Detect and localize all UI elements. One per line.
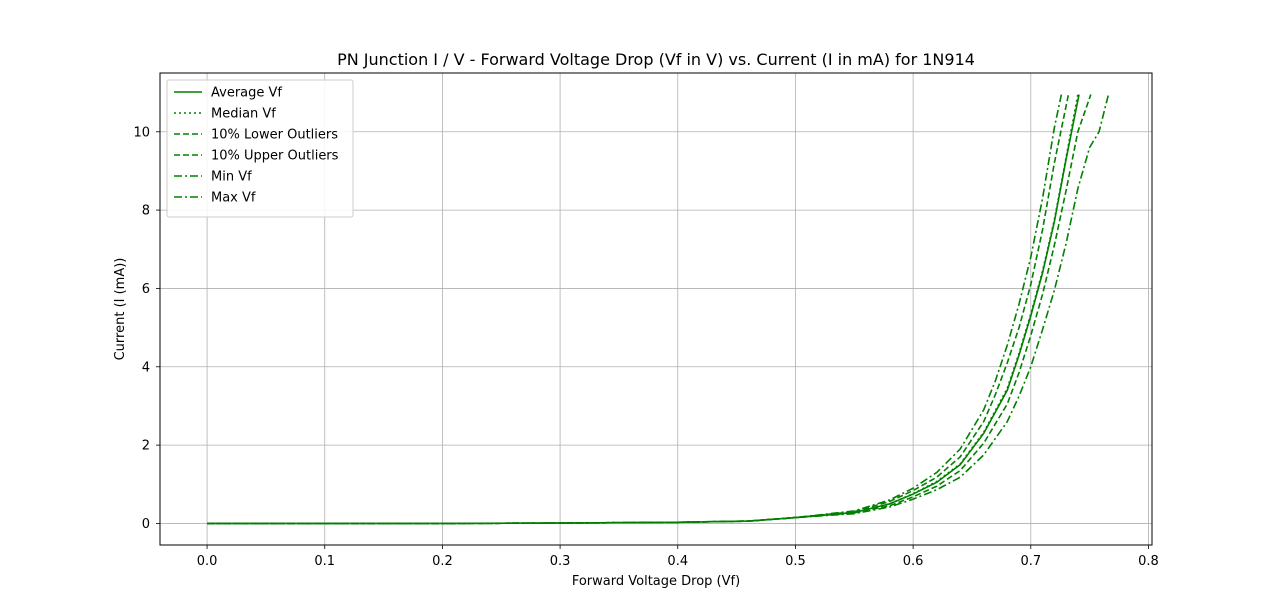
legend: Average Vf Median Vf 10% Lower Outliers 10%… xyxy=(166,79,354,218)
x-tick-label: 0.6 xyxy=(903,554,924,569)
y-axis-label: Current (I (mA)) xyxy=(113,258,128,361)
legend-label: Median Vf xyxy=(211,107,276,122)
x-tick-label: 0.5 xyxy=(785,554,806,569)
x-axis-label: Forward Voltage Drop (Vf) xyxy=(572,574,740,589)
x-tick-label: 0.1 xyxy=(314,554,335,569)
x-tick-label: 0.0 xyxy=(197,554,218,569)
x-tick-label: 0.4 xyxy=(667,554,688,569)
legend-label: Min Vf xyxy=(211,170,252,185)
y-tick-label: 4 xyxy=(142,360,150,375)
x-tick-label: 0.2 xyxy=(432,554,453,569)
x-tick-label: 0.7 xyxy=(1020,554,1041,569)
y-tick-label: 6 xyxy=(142,282,150,297)
legend-label: Max Vf xyxy=(211,191,256,206)
legend-label: 10% Upper Outliers xyxy=(211,149,339,164)
chart-title: PN Junction I / V - Forward Voltage Drop… xyxy=(337,50,975,69)
plot-frame xyxy=(159,72,1153,546)
legend-box xyxy=(166,79,354,218)
series-line-median-vf xyxy=(207,94,1079,525)
y-tick-label: 0 xyxy=(142,517,150,532)
series-line-max-vf xyxy=(207,94,1110,525)
y-tick-label: 10 xyxy=(133,125,150,140)
y-tick-label: 2 xyxy=(142,439,150,454)
legend-label: 10% Lower Outliers xyxy=(211,128,338,143)
legend-label: Average Vf xyxy=(211,86,282,101)
x-tick-label: 0.8 xyxy=(1138,554,1159,569)
x-tick-label: 0.3 xyxy=(550,554,571,569)
series-lines xyxy=(207,94,1110,525)
y-tick-label: 8 xyxy=(142,204,150,219)
grid xyxy=(160,73,1152,545)
ticks: 0.0 0.1 0.2 0.3 0.4 0.5 0.6 0.7 0.8 0 2 4 6 8 10 xyxy=(133,125,1158,569)
series-line-10-upper-outliers xyxy=(207,94,1092,525)
